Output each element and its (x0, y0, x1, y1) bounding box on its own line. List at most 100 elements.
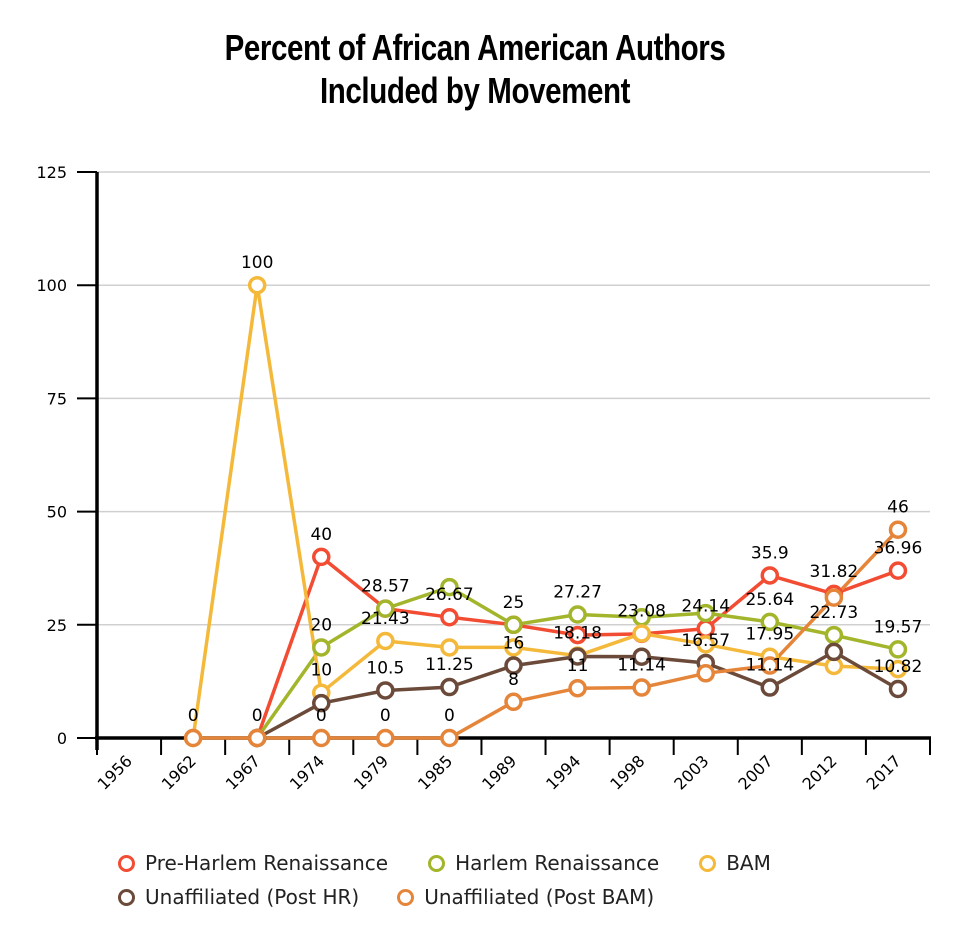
legend-label: Harlem Renaissance (455, 851, 660, 875)
data-label: 25.64 (745, 590, 794, 610)
data-label: 11.14 (745, 656, 794, 676)
x-tick-label: 1979 (350, 751, 392, 793)
x-tick-label: 1974 (286, 751, 328, 793)
data-point (183, 728, 203, 748)
x-tick-label: 2003 (670, 751, 712, 793)
legend-label: Unaffiliated (Post BAM) (424, 885, 655, 909)
legend-item-post-bam[interactable]: Unaffiliated (Post BAM) (397, 885, 654, 909)
y-tick-label: 0 (57, 729, 67, 748)
data-point (504, 638, 523, 657)
data-label: 18.18 (553, 624, 602, 644)
data-label: 0 (316, 706, 327, 726)
x-tick-label: 1985 (414, 751, 456, 793)
data-label: 22.73 (810, 603, 859, 623)
data-label: 100 (241, 253, 273, 273)
data-point (888, 520, 908, 539)
data-point (504, 692, 523, 712)
data-point (888, 659, 908, 679)
legend: Pre-Harlem Renaissance Harlem Renaissanc… (118, 846, 878, 914)
data-point (440, 638, 459, 657)
data-point (632, 647, 651, 666)
data-point (568, 647, 587, 666)
data-label: 10.5 (366, 658, 404, 678)
data-label: 10 (310, 661, 332, 681)
data-label: 28.57 (361, 577, 410, 597)
x-tick-label: 1962 (158, 751, 200, 793)
chart-title-line-2: Included by Movement (319, 70, 631, 111)
data-label: 26.67 (425, 585, 474, 605)
x-tick-label: 1989 (478, 751, 520, 793)
data-point (696, 603, 715, 623)
data-label: 21.43 (361, 609, 410, 629)
data-point (824, 625, 844, 645)
x-tick-label: 1967 (222, 751, 264, 793)
legend-item-bam[interactable]: BAM (699, 851, 771, 875)
data-point (440, 607, 459, 627)
data-point (376, 681, 395, 700)
y-tick-label: 50 (47, 503, 67, 522)
y-tick-label: 100 (36, 276, 67, 295)
data-point (760, 678, 780, 697)
x-tick-label: 1994 (542, 751, 584, 793)
data-label: 16.57 (681, 631, 730, 651)
data-label: 10.82 (874, 657, 923, 677)
data-point (632, 678, 651, 697)
data-point (247, 275, 267, 295)
legend-label: Unaffiliated (Post HR) (145, 885, 360, 909)
series-line (191, 283, 899, 739)
data-label: 40 (310, 525, 332, 545)
data-label: 0 (380, 706, 391, 726)
chart-title-line-1: Percent of African American Authors (224, 27, 726, 68)
data-label: 35.9 (751, 543, 789, 563)
data-point (888, 561, 908, 580)
data-point (312, 547, 331, 567)
circle-marker-icon (428, 854, 446, 872)
y-tick-label: 25 (47, 616, 67, 635)
data-label: 46 (887, 498, 909, 518)
series-group (183, 275, 908, 748)
data-point (312, 728, 331, 748)
data-label: 36.96 (874, 539, 923, 559)
data-point (568, 678, 587, 698)
data-label: 31.82 (810, 562, 859, 582)
data-labels: 01000402010028.5721.4310.5026.6711.25025… (188, 253, 923, 726)
data-label: 19.57 (874, 617, 923, 637)
data-point (440, 577, 459, 597)
data-point (696, 635, 715, 654)
gridlines (97, 171, 930, 626)
data-point (312, 693, 331, 713)
data-label: 0 (444, 706, 455, 726)
data-point (888, 640, 908, 659)
data-label: 16 (503, 634, 525, 654)
x-tick-label: 1956 (94, 751, 136, 793)
chart-title: Percent of African American Authors Incl… (86, 26, 865, 112)
data-label: 8 (508, 670, 519, 690)
legend-item-harlem[interactable]: Harlem Renaissance (428, 851, 659, 875)
legend-item-post-hr[interactable]: Unaffiliated (Post HR) (118, 885, 359, 909)
data-point (696, 664, 715, 683)
legend-label: Pre-Harlem Renaissance (145, 851, 389, 875)
series-line (193, 528, 900, 740)
data-label: 20 (310, 615, 332, 635)
data-point (824, 642, 844, 662)
data-point (568, 625, 587, 645)
data-point (888, 679, 908, 699)
circle-marker-icon (118, 888, 135, 906)
x-tick-label: 1998 (606, 751, 648, 793)
data-label: 11 (567, 656, 589, 676)
data-label: 23.08 (617, 601, 666, 621)
y-tick-label: 75 (47, 389, 67, 408)
data-point (376, 728, 395, 748)
data-label: 11.25 (425, 655, 474, 675)
data-label: 27.27 (553, 583, 602, 603)
data-point (760, 566, 780, 585)
legend-row-1: Pre-Harlem Renaissance Harlem Renaissanc… (118, 846, 878, 880)
legend-item-pre-harlem[interactable]: Pre-Harlem Renaissance (118, 851, 388, 875)
x-tick-label: 2012 (798, 751, 840, 793)
data-point (440, 728, 459, 748)
data-point (440, 677, 459, 697)
data-label: 0 (188, 706, 199, 726)
legend-row-2: Unaffiliated (Post HR) Unaffiliated (Pos… (118, 880, 878, 914)
